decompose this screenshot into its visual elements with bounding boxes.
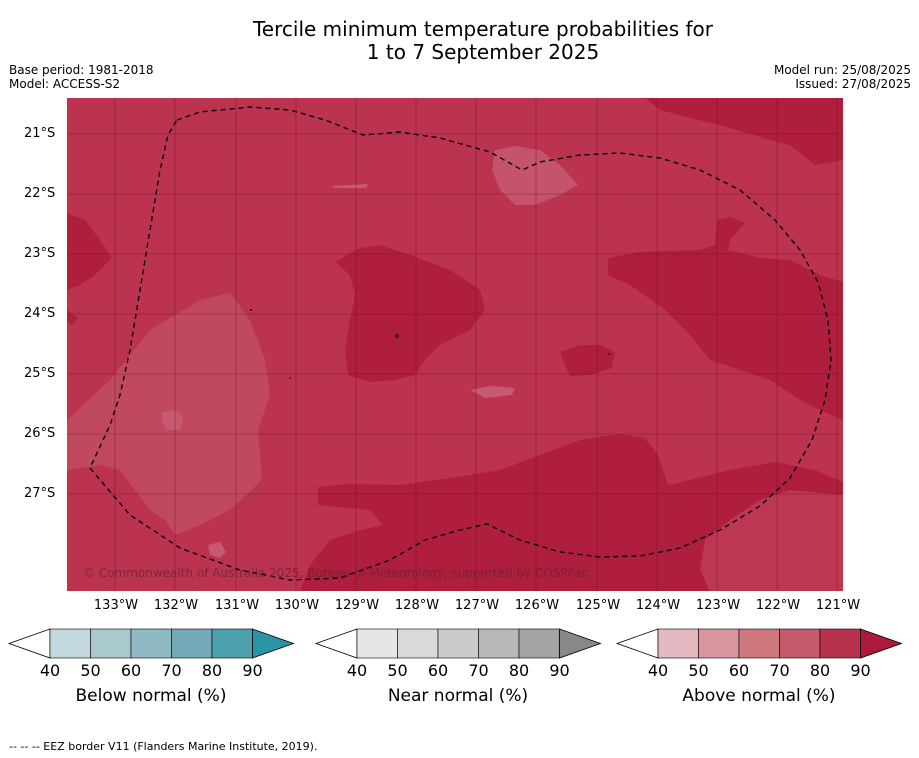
lon-label: 132°W	[153, 598, 199, 613]
colorbar-near-tick: 60	[427, 661, 449, 680]
colorbar-above-segment	[698, 628, 740, 659]
title-line-2: 1 to 7 September 2025	[366, 40, 600, 64]
lon-label: 126°W	[514, 598, 560, 613]
lon-label: 133°W	[93, 598, 139, 613]
lon-label: 129°W	[334, 598, 380, 613]
zone-lighter-small-1	[470, 386, 515, 398]
lat-label: 25°S	[24, 366, 56, 381]
lat-label: 23°S	[24, 246, 56, 261]
meta-left: Base period: 1981-2018 Model: ACCESS-S2	[9, 63, 154, 91]
zone-darker-northeast	[645, 98, 843, 165]
colorbar-above-tick: 80	[809, 661, 831, 680]
lon-label: 121°W	[815, 598, 861, 613]
colorbar-above-low-extension	[615, 628, 659, 659]
island-marker	[289, 377, 291, 379]
model-name: Model: ACCESS-S2	[9, 77, 121, 91]
zone-lighter-northeast	[492, 146, 578, 205]
lon-label: 125°W	[575, 598, 621, 613]
colorbar-near-tick: 90	[549, 661, 570, 680]
colorbar-below-segment	[211, 628, 253, 659]
colorbar-above-tick: 40	[647, 661, 669, 680]
colorbar-near-segment	[478, 628, 520, 659]
colorbar-above-segment	[657, 628, 699, 659]
island-marker	[395, 334, 399, 338]
colorbar-below-tick: 80	[201, 661, 223, 680]
colorbar-below-tick: 90	[242, 661, 263, 680]
colorbar-below-tick: 40	[39, 661, 61, 680]
colorbar-above-segment	[819, 628, 861, 659]
model-run: Model run: 25/08/2025	[773, 63, 911, 77]
meta-right: Model run: 25/08/2025 Issued: 27/08/2025	[774, 63, 911, 91]
colorbar-below-tick: 70	[161, 661, 182, 680]
eez-border	[89, 106, 832, 581]
lon-label: 130°W	[274, 598, 320, 613]
colorbar-label-near: Near normal (%)	[387, 686, 529, 706]
colorbar-above-segment	[738, 628, 780, 659]
zone-darker-central	[335, 245, 485, 382]
colorbar-above-high-extension	[860, 628, 903, 659]
eez-footnote: -- -- -- EEZ border V11 (Flanders Marine…	[9, 740, 318, 753]
zone-lighter-small-4	[332, 184, 368, 188]
colorbar-below-segment	[90, 628, 132, 659]
colorbar-below-high-extension	[252, 628, 295, 659]
colorbar-above-tick: 90	[850, 661, 871, 680]
colorbar-above-tick: 60	[728, 661, 750, 680]
probability-map	[67, 98, 843, 591]
colorbar-near-segment	[356, 628, 398, 659]
lat-label: 22°S	[24, 186, 56, 201]
colorbar-label-above: Above normal (%)	[682, 686, 836, 706]
colorbar-near-high-extension	[559, 628, 602, 659]
graticule	[67, 98, 843, 591]
colorbar-near-segment	[437, 628, 479, 659]
colorbar-below-segment	[171, 628, 213, 659]
lon-label: 123°W	[695, 598, 741, 613]
colorbar-below-segment	[49, 628, 91, 659]
colorbar-near-tick: 80	[508, 661, 530, 680]
zone-darker-east	[608, 217, 843, 420]
colorbar-label-below: Below normal (%)	[75, 686, 227, 706]
zone-lighter-small-2	[162, 410, 183, 430]
lon-label: 127°W	[454, 598, 500, 613]
zone-lighter-small-3	[208, 542, 226, 558]
colorbar-below-low-extension	[7, 628, 51, 659]
lat-label: 26°S	[24, 426, 56, 441]
colorbar-above-tick: 50	[688, 661, 709, 680]
colorbar-near-segment	[397, 628, 439, 659]
issued-date: Issued: 27/08/2025	[795, 77, 911, 91]
lat-label: 21°S	[24, 126, 56, 141]
colorbar-above-segment	[779, 628, 821, 659]
colorbar-near-tick: 50	[387, 661, 408, 680]
lon-label: 122°W	[755, 598, 801, 613]
title-line-1: Tercile minimum temperature probabilitie…	[252, 17, 714, 41]
lat-label: 27°S	[24, 486, 56, 501]
zone-darker-west	[67, 213, 112, 290]
colorbar-near-segment	[518, 628, 560, 659]
island-marker	[250, 309, 252, 311]
colorbar-near-tick: 40	[346, 661, 368, 680]
colorbar-below-segment	[130, 628, 172, 659]
zone-lighter-southeast	[700, 490, 843, 591]
lat-label: 24°S	[24, 306, 56, 321]
lon-label: 128°W	[394, 598, 440, 613]
zone-darker-east-small	[560, 345, 615, 376]
colorbar-below-tick: 50	[80, 661, 101, 680]
island-marker	[608, 353, 610, 355]
map-title: Tercile minimum temperature probabilitie…	[0, 18, 919, 64]
colorbar-near-low-extension	[314, 628, 358, 659]
base-period: Base period: 1981-2018	[9, 63, 154, 77]
copyright-notice: © Commonwealth of Australia 2025, Bureau…	[83, 566, 589, 580]
colorbar-above-tick: 70	[769, 661, 790, 680]
colorbar-near-tick: 70	[468, 661, 489, 680]
colorbar-below-tick: 60	[120, 661, 142, 680]
lon-label: 124°W	[635, 598, 681, 613]
lon-label: 131°W	[214, 598, 260, 613]
